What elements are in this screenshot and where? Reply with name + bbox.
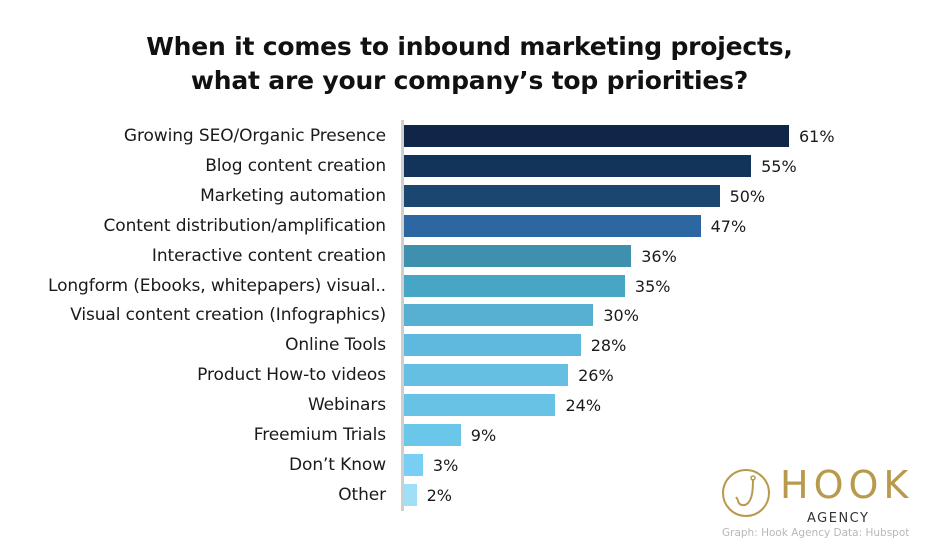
bar-row: Product How-to videos 26% [0,364,939,387]
bar-row: Longform (Ebooks, whitepapers) visual.. 3… [0,274,939,297]
category-label: Growing SEO/Organic Presence [123,126,386,146]
bar-row: Marketing automation 50% [0,184,939,207]
value-label: 50% [729,186,766,206]
fish-hook-icon [735,475,756,507]
value-label: 36% [641,246,677,266]
category-label: Online Tools [285,335,386,356]
bar [404,364,569,387]
category-label: Other [338,484,386,505]
bar [404,214,701,237]
logo-subtitle: AGENCY [807,511,870,526]
bar-row: Webinars 24% [0,394,939,417]
bar [404,334,581,357]
bar-row: Content distribution/amplification 47% [0,214,939,237]
value-label: 28% [590,336,627,356]
value-label: 35% [634,276,671,296]
category-label: Content distribution/amplification [103,215,387,236]
bar [404,274,625,297]
category-label: Visual content creation (Infographics) [70,305,386,326]
category-label: Marketing automation [200,185,386,206]
value-label: 30% [603,306,639,326]
category-label: Freemium Trials [253,425,386,445]
bar [404,304,594,327]
value-label: 55% [761,156,797,176]
category-label: Blog content creation [205,155,386,176]
bar-row: Don’t Know 3% [0,453,939,476]
chart-title-line-1: When it comes to inbound marketing proje… [146,32,793,61]
value-label: 9% [470,426,497,445]
chart-title: When it comes to inbound marketing proje… [0,30,939,98]
bar-row: Other 2% [0,483,939,506]
bar-row: Interactive content creation 36% [0,244,939,267]
bar [404,125,789,147]
bar [404,394,556,417]
logo-wordmark: HOOK [780,463,914,507]
bar-row: Growing SEO/Organic Presence 61% [0,125,939,147]
bar-row: Online Tools 28% [0,334,939,357]
category-label: Longform (Ebooks, whitepapers) visual.. [48,275,386,296]
bar-row: Blog content creation 55% [0,154,939,177]
value-label: 61% [799,127,835,146]
bar-row: Visual content creation (Infographics) 30… [0,304,939,327]
category-label: Interactive content creation [151,245,386,266]
value-label: 2% [426,485,452,505]
value-label: 3% [432,455,459,475]
value-label: 26% [578,366,614,386]
bar [404,244,632,267]
y-axis-line [401,120,404,511]
bar [404,424,461,446]
category-label: Product How-to videos [197,365,386,386]
category-label: Don’t Know [289,454,386,475]
bar [404,184,720,207]
chart-title-line-2: what are your company’s top priorities? [190,66,749,95]
source-credit: Graph: Hook Agency Data: Hubspot [722,527,910,539]
value-label: 47% [710,216,747,236]
bar [404,453,423,476]
bar-row: Freemium Trials 9% [0,424,939,446]
bar [404,483,417,506]
value-label: 24% [565,396,602,416]
logo-circle-icon [722,469,770,517]
bar [404,154,752,177]
category-label: Webinars [307,395,386,416]
